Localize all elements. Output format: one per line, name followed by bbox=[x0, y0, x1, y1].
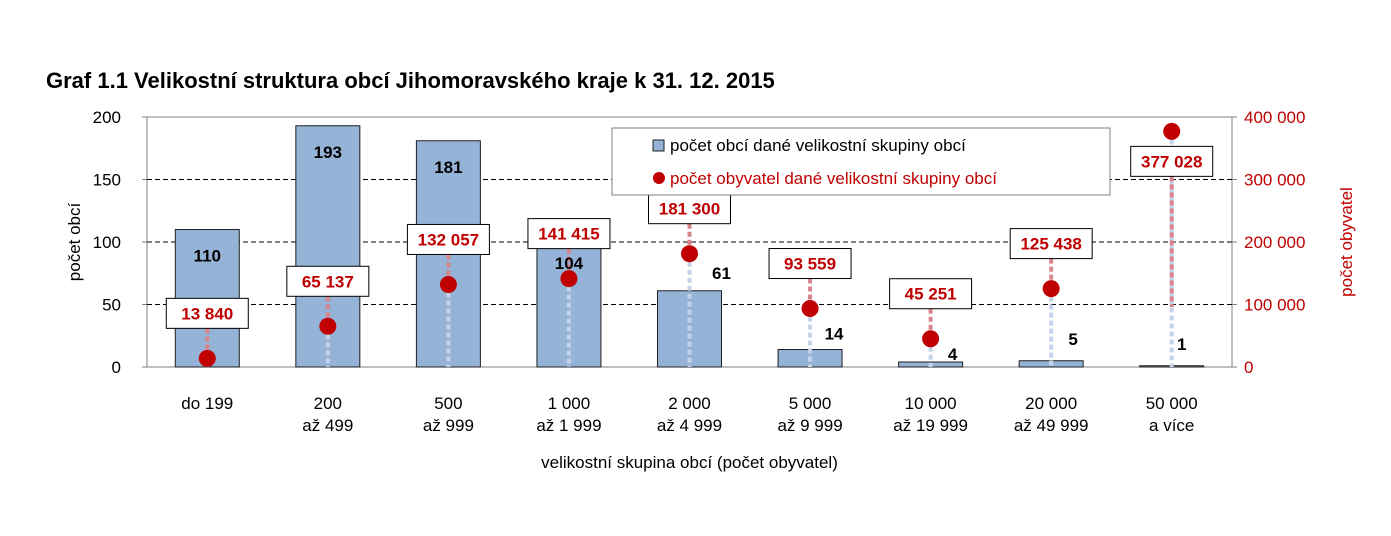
legend-bar-label: počet obcí dané velikostní skupiny obcí bbox=[670, 136, 966, 155]
population-point bbox=[560, 270, 578, 288]
x-tick-label: 1 000 bbox=[548, 394, 591, 413]
y-tick-label: 150 bbox=[93, 171, 121, 190]
population-point bbox=[801, 300, 819, 318]
point-label: 65 137 bbox=[302, 272, 354, 291]
bar-value-label: 4 bbox=[948, 345, 958, 364]
point-label: 45 251 bbox=[905, 285, 957, 304]
legend-bar-swatch bbox=[652, 139, 665, 152]
plot-area: 0 50 100 150 200 0 100 000 200 000 300 000 400 00… bbox=[65, 108, 1356, 472]
point-label: 181 300 bbox=[659, 200, 720, 219]
point-label: 377 028 bbox=[1141, 152, 1202, 171]
x-tick-label: až 49 999 bbox=[1014, 416, 1089, 435]
x-tick-label: až 1 999 bbox=[536, 416, 601, 435]
point-label-box bbox=[768, 248, 852, 280]
population-point bbox=[1042, 280, 1060, 298]
point-label: 93 559 bbox=[784, 255, 836, 274]
point-label-box bbox=[648, 193, 731, 225]
population-point bbox=[922, 330, 940, 348]
x-tick-label: 500 bbox=[434, 394, 462, 413]
x-tick-label: až 4 999 bbox=[657, 416, 722, 435]
x-tick-label: 5 000 bbox=[789, 394, 832, 413]
x-tick-label: do 199 bbox=[181, 394, 233, 413]
chart-title: Graf 1.1 Velikostní struktura obcí Jihom… bbox=[46, 68, 775, 93]
bar-value-label: 61 bbox=[712, 264, 731, 283]
y-tick-label: 0 bbox=[112, 358, 121, 377]
bar-value-label: 5 bbox=[1068, 330, 1077, 349]
x-axis-title: velikostní skupina obcí (počet obyvatel) bbox=[541, 453, 838, 472]
y2-tick-label: 300 000 bbox=[1244, 171, 1305, 190]
population-point bbox=[198, 349, 216, 367]
point-label-box bbox=[1009, 228, 1093, 260]
point-label-box bbox=[406, 223, 490, 255]
point-label-box bbox=[889, 278, 973, 310]
x-tick-label: 20 000 bbox=[1025, 394, 1077, 413]
bar-value-label: 1 bbox=[1177, 335, 1186, 354]
y-tick-label: 200 bbox=[93, 108, 121, 127]
bar-value-label: 14 bbox=[825, 325, 844, 344]
population-point bbox=[1163, 122, 1181, 140]
bar-value-label: 104 bbox=[555, 254, 584, 273]
x-tick-label: až 9 999 bbox=[777, 416, 842, 435]
point-label-box bbox=[1130, 145, 1214, 177]
y2-tick-label: 100 000 bbox=[1244, 296, 1305, 315]
x-tick-label: 200 bbox=[314, 394, 342, 413]
x-tick-label: 10 000 bbox=[905, 394, 957, 413]
bar-value-label: 181 bbox=[434, 158, 462, 177]
y-tick-label: 100 bbox=[93, 233, 121, 252]
legend bbox=[611, 127, 1111, 196]
y-axis-title: počet obcí bbox=[65, 203, 84, 282]
bar-value-label: 110 bbox=[194, 247, 221, 266]
x-tick-label: 50 000 bbox=[1146, 394, 1198, 413]
point-label-box bbox=[165, 297, 249, 329]
y-tick-label: 50 bbox=[102, 296, 121, 315]
point-label: 141 415 bbox=[538, 225, 599, 244]
bar-value-label: 193 bbox=[314, 143, 342, 162]
y2-tick-label: 400 000 bbox=[1244, 108, 1305, 127]
point-label: 132 057 bbox=[418, 230, 479, 249]
legend-point-swatch bbox=[653, 172, 665, 184]
x-tick-label: až 19 999 bbox=[893, 416, 968, 435]
x-tick-label: až 999 bbox=[423, 416, 474, 435]
point-label: 125 438 bbox=[1020, 235, 1081, 254]
y2-tick-label: 200 000 bbox=[1244, 233, 1305, 252]
legend-point-label: počet obyvatel dané velikostní skupiny o… bbox=[670, 169, 997, 188]
y2-axis-title: počet obyvatel bbox=[1337, 187, 1356, 297]
population-point bbox=[319, 317, 337, 335]
point-label-box bbox=[286, 265, 370, 297]
point-label-box bbox=[527, 218, 611, 250]
x-tick-label: a více bbox=[1149, 416, 1194, 435]
population-point bbox=[681, 245, 698, 263]
y2-tick-label: 0 bbox=[1244, 358, 1253, 377]
x-tick-label: až 499 bbox=[302, 416, 353, 435]
x-tick-label: 2 000 bbox=[668, 394, 711, 413]
point-label: 13 840 bbox=[181, 304, 233, 323]
population-point bbox=[439, 275, 457, 293]
